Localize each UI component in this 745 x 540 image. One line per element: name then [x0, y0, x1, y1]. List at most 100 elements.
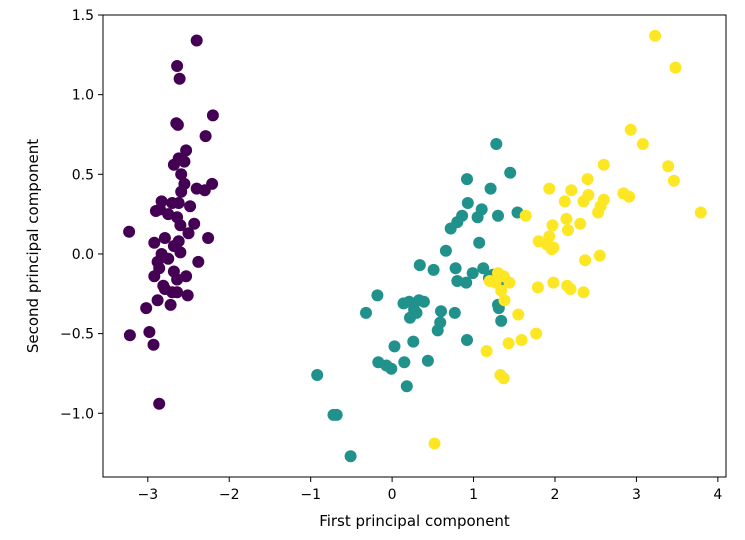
scatter-point — [519, 209, 532, 222]
y-tick-label: −0.5 — [60, 327, 94, 343]
scatter-point — [435, 305, 447, 318]
scatter-point — [175, 168, 188, 181]
x-tick-label: 4 — [713, 487, 722, 503]
y-tick-label: 1.0 — [72, 88, 94, 104]
scatter-point — [461, 334, 473, 346]
scatter-point — [123, 329, 136, 342]
y-tick-label: 0.5 — [72, 167, 94, 183]
scatter-point — [624, 123, 637, 136]
scatter-point — [371, 289, 384, 302]
scatter-point — [171, 60, 184, 72]
scatter-point — [480, 345, 493, 358]
scatter-point — [123, 225, 136, 238]
scatter-point — [206, 109, 219, 122]
scatter-point — [577, 286, 590, 299]
scatter-point — [667, 174, 680, 187]
scatter-point — [473, 236, 486, 249]
scatter-point — [451, 275, 464, 287]
x-tick-label: 0 — [388, 487, 397, 503]
scatter-point — [174, 219, 187, 232]
scatter-point — [198, 184, 211, 197]
plot-frame — [102, 14, 727, 478]
scatter-point — [428, 437, 441, 450]
scatter-point — [421, 354, 434, 367]
scatter-point — [530, 327, 543, 340]
scatter-point — [466, 267, 479, 280]
scatter-point — [461, 173, 473, 186]
scatter-point — [431, 324, 444, 337]
scatter-point — [148, 270, 161, 283]
scatter-point — [461, 197, 474, 209]
scatter-point — [574, 217, 587, 230]
scatter-point — [175, 185, 188, 198]
scatter-point — [543, 182, 556, 195]
scatter-point — [149, 205, 162, 217]
points-layer — [123, 29, 707, 463]
scatter-point — [166, 286, 179, 299]
scatter-point — [484, 182, 497, 195]
scatter-point — [547, 276, 560, 289]
scatter-point — [171, 273, 184, 286]
scatter-point — [400, 380, 413, 393]
scatter-point — [147, 338, 160, 351]
scatter-point — [407, 335, 420, 348]
x-axis-label: First principal component — [319, 512, 510, 530]
scatter-point — [180, 144, 193, 157]
scatter-point — [504, 166, 517, 179]
scatter-point — [162, 252, 175, 265]
scatter-point — [515, 334, 528, 346]
scatter-point — [184, 200, 197, 213]
scatter-point — [581, 173, 594, 186]
scatter-point — [199, 130, 212, 143]
scatter-point — [164, 298, 177, 311]
scatter-point — [577, 195, 590, 208]
scatter-point — [471, 211, 484, 224]
scatter-point — [174, 246, 187, 259]
scatter-point — [636, 138, 649, 150]
scatter-point — [492, 209, 504, 222]
x-tick-label: −1 — [300, 487, 321, 503]
ticks-layer: −3 −2 −1 0 1 2 3 4 −1.0 −0.5 0.0 0.5 1.0 1.5 — [60, 8, 722, 503]
scatter-point — [404, 311, 416, 324]
scatter-point — [173, 72, 186, 85]
scatter-point — [565, 184, 578, 197]
scatter-point — [558, 195, 571, 208]
x-tick-label: −2 — [219, 487, 240, 503]
scatter-point — [623, 190, 636, 203]
scatter-point — [495, 314, 508, 327]
x-tick-label: 3 — [632, 487, 641, 503]
scatter-point — [417, 295, 430, 308]
y-tick-label: 1.5 — [72, 8, 94, 24]
scatter-point — [360, 306, 372, 319]
scatter-point — [497, 372, 510, 385]
scatter-point — [564, 283, 577, 295]
scatter-point — [172, 197, 185, 209]
scatter-point — [449, 262, 462, 275]
scatter-point — [444, 222, 457, 235]
x-tick-label: 2 — [551, 487, 560, 503]
scatter-point — [167, 158, 180, 171]
scatter-point — [153, 397, 166, 410]
scatter-point — [503, 276, 516, 289]
scatter-point — [579, 254, 592, 267]
scatter-point — [427, 263, 440, 276]
scatter-point — [439, 244, 452, 257]
scatter-point — [192, 255, 205, 268]
scatter-point — [181, 289, 194, 302]
scatter-point — [388, 340, 401, 353]
scatter-point — [188, 217, 201, 230]
scatter-point — [344, 450, 357, 463]
scatter-point — [502, 337, 515, 350]
scatter-point — [190, 34, 203, 47]
scatter-point — [148, 236, 161, 249]
scatter-point — [545, 243, 558, 256]
scatter-point — [180, 270, 193, 283]
scatter-point — [398, 356, 411, 369]
scatter-point — [460, 276, 473, 289]
scatter-point — [597, 158, 610, 171]
scatter-point — [140, 302, 153, 315]
scatter-point — [171, 118, 184, 131]
scatter-point — [330, 408, 343, 421]
scatter-point — [158, 232, 171, 244]
